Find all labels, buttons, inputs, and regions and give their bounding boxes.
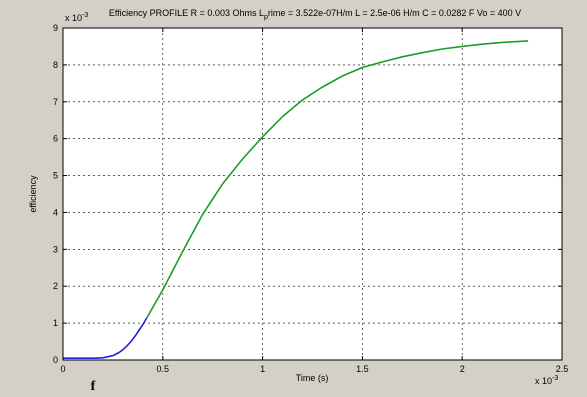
x-tick-label: 0.5	[157, 364, 170, 374]
x-tick-label: 1.5	[356, 364, 369, 374]
x-tick-label: 2.5	[556, 364, 569, 374]
data-series	[63, 40, 529, 360]
grid	[63, 28, 562, 360]
series-line-1	[63, 317, 148, 360]
y-tick-label: 0	[53, 355, 58, 365]
y-axis-label: efficiency	[28, 175, 38, 213]
y-tick-label: 4	[53, 207, 58, 217]
x-axis-label: Time (s)	[296, 373, 329, 383]
y-tick-label: 6	[53, 134, 58, 144]
y-tick-label: 1	[53, 318, 58, 328]
chart-title: Efficiency PROFILE R = 0.003 Ohms Lprime…	[109, 8, 521, 21]
y-tick-label: 3	[53, 244, 58, 254]
y-tick-label: 5	[53, 171, 58, 181]
x-axis-ticks: 0 0.5 1 1.5 2 2.5	[60, 28, 568, 374]
x-tick-label: 1	[260, 364, 265, 374]
y-axis-multiplier: x 10-3	[65, 12, 88, 23]
x-tick-label: 0	[60, 364, 65, 374]
series-line-2	[146, 40, 529, 319]
y-tick-label: 8	[53, 60, 58, 70]
x-tick-label: 2	[460, 364, 465, 374]
y-tick-label: 7	[53, 97, 58, 107]
y-tick-label: 9	[53, 23, 58, 33]
footer-f-glyph: f	[91, 379, 96, 394]
y-tick-label: 2	[53, 281, 58, 291]
x-axis-multiplier: x 10-3	[535, 375, 558, 386]
plot-area	[62, 27, 563, 361]
y-axis-ticks: 0 1 2 3 4 5 6 7 8 9	[53, 23, 562, 365]
